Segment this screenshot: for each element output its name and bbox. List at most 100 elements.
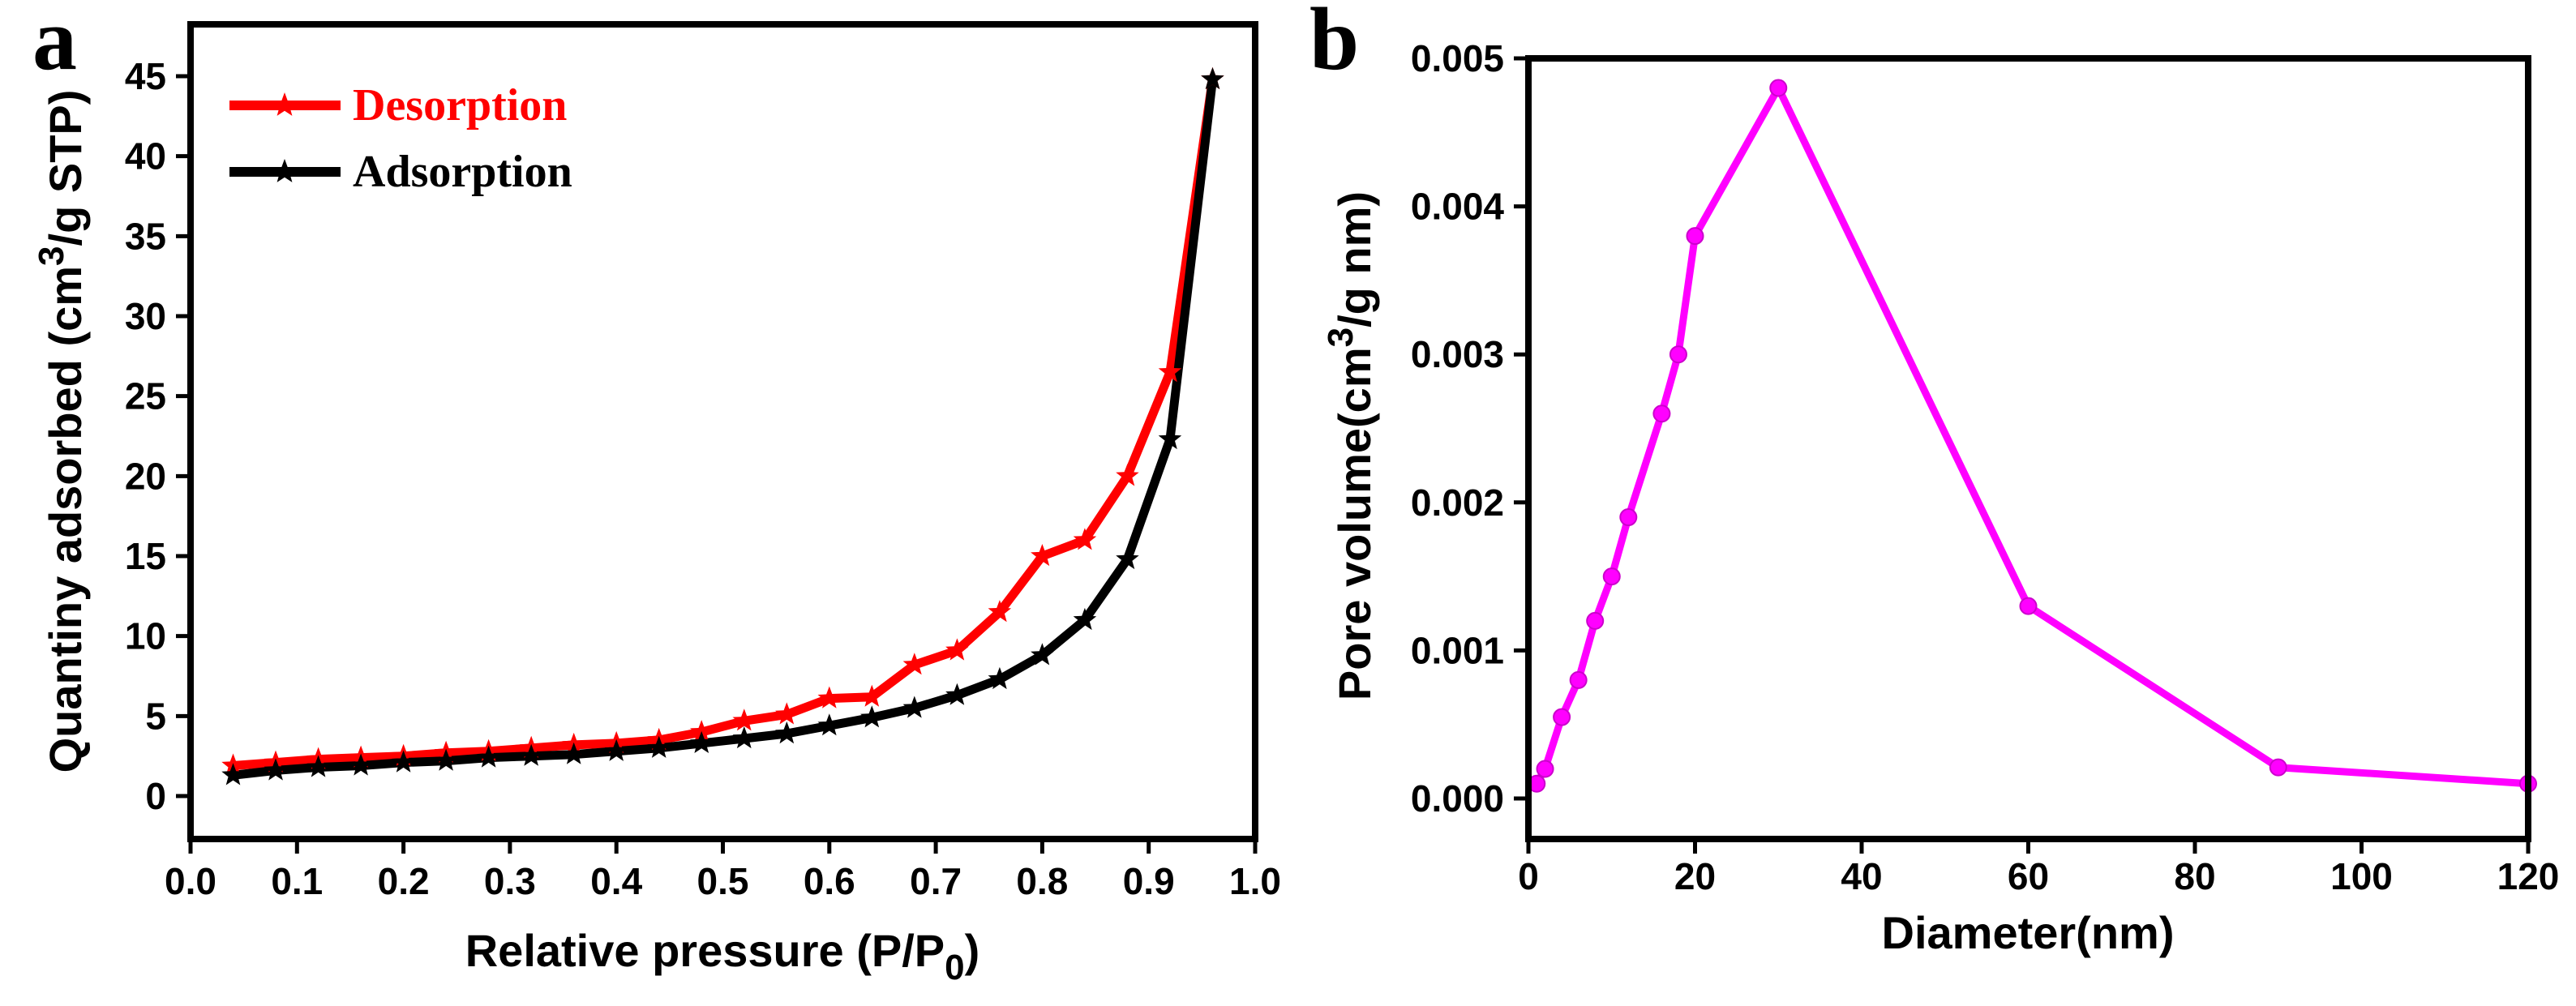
panel-b-xtick-label: 60 [2008, 855, 2049, 897]
panel-a-ytick-label: 15 [125, 535, 166, 577]
panel-a-desorption-point [732, 708, 756, 731]
legend-adsorption-marker [272, 159, 298, 182]
panel-b-xlabel: Diameter(nm) [1882, 907, 2175, 958]
panel-b-pore-volume-line [1532, 84, 2532, 788]
panel-b-pore-volume-point [1769, 79, 1788, 97]
panel-b-ytick-label: 0.004 [1411, 186, 1505, 228]
panel-a-adsorption-point [902, 696, 927, 718]
panel-a-legend: Desorption Adsorption [229, 80, 572, 197]
panel-b-plot-area: 0 20 40 60 80 100 120 0.000 0.001 0.002 0.003 0.004… [1411, 37, 2560, 897]
panel-a-xtick-label: 0.7 [910, 860, 962, 902]
panel-a-xtick-label: 0.0 [165, 860, 216, 902]
panel-a-adsorption-point [434, 748, 458, 771]
panel-b-pore-volume-point [1586, 611, 1605, 630]
panel-a-frame [187, 21, 1258, 842]
panel-a-adsorption-point [264, 758, 288, 781]
panel-b-pore-volume-point [1619, 508, 1638, 527]
panel-a-adsorption-point [1073, 607, 1097, 631]
panel-a-desorption-point [988, 600, 1012, 623]
legend-desorption-marker [272, 92, 298, 116]
panel-a-adsorption-point [1158, 426, 1182, 450]
panel-b-pore-volume-point [1569, 670, 1588, 689]
panel-a-ytick-label: 25 [125, 375, 166, 417]
panel-a: a 0.0 0.1 0.2 0.3 0.4 0.5 0.6 0.7 0.8 0.9 1.0 0 5 10 1… [32, 0, 1281, 987]
panel-a-desorption-point [817, 686, 842, 708]
panel-a-desorption-point [690, 720, 714, 743]
panel-a-ytick-label: 45 [125, 55, 166, 97]
panel-a-letter: a [32, 0, 77, 88]
panel-a-desorption-point [1158, 360, 1182, 383]
panel-a-adsorption-point [349, 753, 373, 776]
panel-b-pore-volume-point [1536, 760, 1554, 778]
panel-a-xtick-label: 0.5 [697, 860, 749, 902]
panel-a-adsorption-point [817, 713, 842, 736]
panel-b-pore-volume-point [1553, 708, 1571, 726]
panel-a-ytick-label: 35 [125, 215, 166, 257]
panel-b-pore-volume-point [2019, 597, 2038, 615]
panel-a-adsorption-point [477, 745, 500, 768]
panel-b-ytick-label: 0.001 [1411, 629, 1504, 671]
panel-b-frame [1525, 55, 2531, 842]
panel-b: b 0 20 40 60 80 100 120 0.000 0.001 0.002 0.003 0.0… [1309, 0, 2559, 958]
panel-b-xtick-label: 20 [1674, 855, 1716, 897]
panel-b-pore-volume-point [1652, 405, 1671, 423]
panel-a-adsorption-point [392, 750, 415, 773]
panel-b-pore-volume-point [2269, 758, 2287, 777]
panel-b-ylabel: Pore volume(cm3/g nm) [1321, 191, 1380, 700]
panel-a-xtick-label: 0.8 [1016, 860, 1068, 902]
panel-a-plot-area: 0.0 0.1 0.2 0.3 0.4 0.5 0.6 0.7 0.8 0.9 1.0 0 5 10 15 2… [125, 55, 1281, 902]
panel-a-adsorption-point [1201, 66, 1224, 90]
panel-a-xtick-label: 0.1 [271, 860, 323, 902]
panel-a-adsorption-point [1031, 643, 1054, 666]
panel-a-ytick-label: 10 [125, 615, 166, 657]
panel-a-desorption-point [945, 638, 969, 661]
panel-a-adsorption-point [562, 742, 585, 764]
panel-a-ytick-label: 30 [125, 295, 166, 337]
panel-b-xtick-label: 40 [1841, 855, 1882, 897]
panel-b-ytick-label: 0.005 [1411, 37, 1504, 79]
panel-b-ytick-label: 0.000 [1411, 777, 1504, 820]
panel-a-ytick-label: 20 [125, 455, 166, 497]
panel-a-adsorption-point [647, 735, 671, 758]
panel-a-adsorption-point [988, 666, 1012, 690]
panel-b-pore-volume-point [1686, 227, 1704, 246]
panel-a-xtick-label: 0.6 [804, 860, 855, 902]
legend-adsorption-label: Adsorption [353, 147, 572, 197]
panel-a-ytick-label: 5 [145, 695, 166, 737]
panel-a-xtick-label: 1.0 [1229, 860, 1281, 902]
legend-desorption-label: Desorption [353, 80, 567, 131]
panel-a-xtick-label: 0.9 [1123, 860, 1175, 902]
panel-a-adsorption-point [860, 705, 884, 728]
panel-a-adsorption-point [1116, 546, 1139, 570]
panel-a-adsorption-point [519, 743, 543, 766]
panel-a-xtick-label: 0.4 [590, 860, 642, 902]
panel-b-xtick-label: 0 [1518, 855, 1539, 897]
panel-b-pore-volume-point [1669, 345, 1687, 364]
panel-a-adsorption-line [229, 75, 1217, 780]
panel-a-adsorption-point [604, 738, 628, 761]
panel-b-pore-volume-point [1602, 567, 1621, 586]
panel-a-xlabel: Relative pressure (P/P0) [465, 925, 980, 987]
panel-a-adsorption-point [732, 726, 756, 749]
panel-b-letter: b [1309, 0, 1359, 88]
panel-b-xtick-label: 120 [2497, 855, 2560, 897]
panel-a-xtick-label: 0.3 [484, 860, 536, 902]
panel-a-desorption-point [902, 653, 927, 675]
panel-a-ytick-label: 0 [145, 775, 166, 817]
panel-a-desorption-point [775, 702, 799, 725]
panel-a-desorption-point [860, 684, 884, 707]
panel-b-xtick-label: 100 [2330, 855, 2393, 897]
panel-b-ytick-label: 0.002 [1411, 482, 1504, 524]
panel-a-adsorption-point [690, 730, 714, 753]
panel-a-adsorption-point [775, 721, 799, 744]
panel-a-desorption-point [1116, 464, 1139, 486]
panel-b-ytick-label: 0.003 [1411, 333, 1504, 375]
panel-a-desorption-point [1073, 528, 1097, 550]
panel-a-desorption-point [1031, 544, 1054, 567]
panel-a-adsorption-point [306, 755, 330, 777]
panel-a-ylabel: Quantiny adsorbed (cm3/g STP) [32, 90, 91, 773]
panel-a-xtick-label: 0.2 [378, 860, 430, 902]
panel-a-adsorption-point [221, 763, 245, 786]
panel-b-xtick-label: 80 [2174, 855, 2215, 897]
